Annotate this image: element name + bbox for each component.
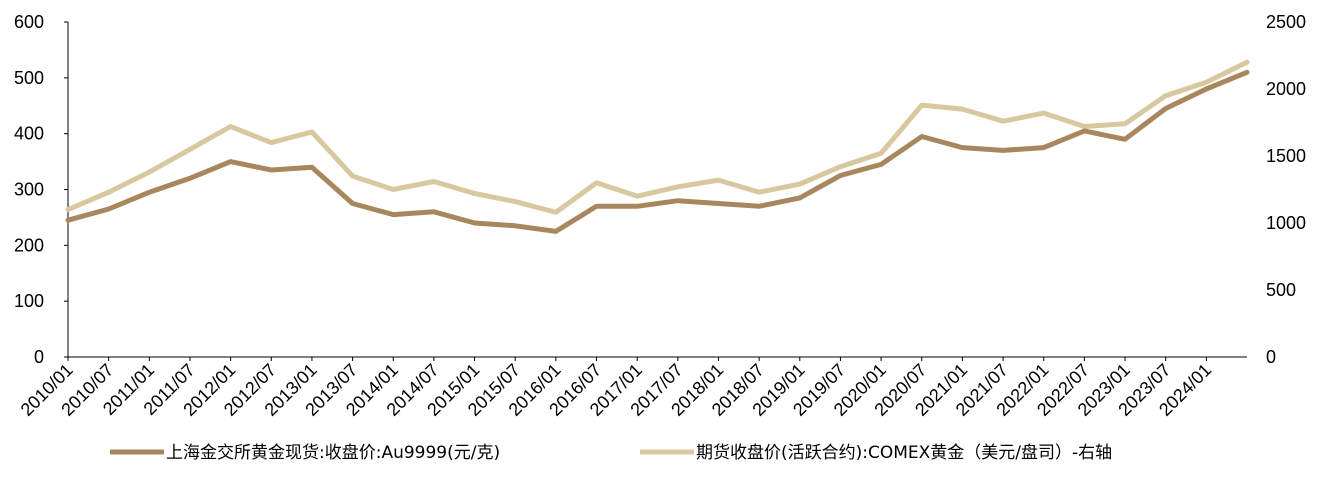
y-left-tick-label: 200 xyxy=(14,235,44,255)
legend-item-au9999: 上海金交所黄金现货:收盘价:Au9999(元/克) xyxy=(110,443,500,463)
y-left-tick-label: 500 xyxy=(14,68,44,88)
series-line-au9999 xyxy=(65,69,1250,234)
legend-label-au9999: 上海金交所黄金现货:收盘价:Au9999(元/克) xyxy=(166,443,500,463)
series-layer xyxy=(65,59,1250,234)
series-line-comex xyxy=(65,59,1250,215)
y-right-tick-label: 1000 xyxy=(1266,213,1306,233)
y-left-tick-label: 300 xyxy=(14,180,44,200)
legend-label-comex: 期货收盘价(活跃合约):COMEX黄金（美元/盘司）-右轴 xyxy=(696,443,1112,463)
y-right-tick-label: 1500 xyxy=(1266,146,1306,166)
y-left-tick-label: 600 xyxy=(14,12,44,32)
y-right-tick-label: 2500 xyxy=(1266,12,1306,32)
y-left-tick-label: 100 xyxy=(14,291,44,311)
y-left-tick-label: 0 xyxy=(34,347,44,367)
legend: 上海金交所黄金现货:收盘价:Au9999(元/克) 期货收盘价(活跃合约):CO… xyxy=(110,443,1112,463)
legend-item-comex: 期货收盘价(活跃合约):COMEX黄金（美元/盘司）-右轴 xyxy=(640,443,1112,463)
y-right-tick-label: 2000 xyxy=(1266,79,1306,99)
y-right-tick-label: 0 xyxy=(1266,347,1276,367)
y-right-tick-label: 500 xyxy=(1266,280,1296,300)
y-left-tick-label: 400 xyxy=(14,124,44,144)
axes: 0100200300400500600050010001500200025002… xyxy=(14,12,1306,420)
